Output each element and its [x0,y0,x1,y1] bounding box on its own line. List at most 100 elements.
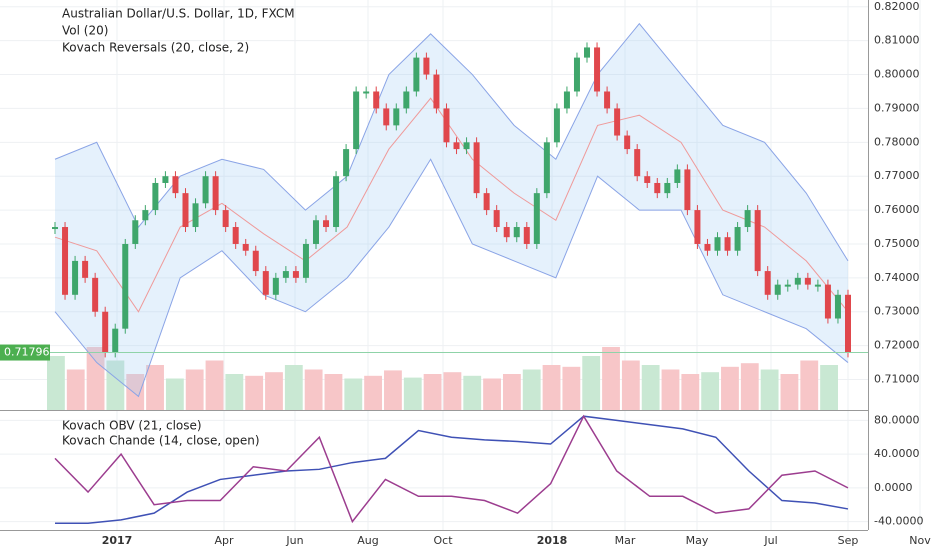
volume-bar [205,360,224,410]
y-tick-label: 0.77000 [874,169,920,182]
x-tick-label: May [686,534,709,547]
candle [543,142,550,194]
volume-bar [483,378,501,410]
candle [764,271,771,295]
y-tick-label: 0.71000 [874,373,920,386]
y-tick-label: 0.73000 [874,305,920,318]
y-tick-label: 0.80000 [874,68,920,81]
candle [373,91,380,109]
candle [212,176,219,211]
candle [824,284,831,319]
volume-bar [740,363,759,410]
y-tick-label: 0.74000 [874,271,920,284]
volume-bar [721,366,739,410]
candle [302,243,309,278]
candle [493,210,500,228]
candle [684,169,691,211]
candle [513,227,520,238]
volume-bar [443,372,462,410]
volume-bar [146,365,164,410]
candle [573,57,580,92]
volume-bar [463,375,482,410]
candle [453,142,460,150]
volume-bar [284,365,303,410]
candle [292,271,299,278]
x-tick-label: Apr [214,534,234,547]
candle [122,243,129,329]
candle [694,210,701,244]
candle [624,135,631,150]
candle [714,237,721,251]
volume-bar [185,369,204,410]
candle [794,277,801,285]
candle [182,193,189,228]
candle [82,260,89,278]
candle [343,149,350,177]
volume-bar [324,374,343,410]
indicator-line [55,415,849,525]
candle [72,260,79,295]
y-tick-label: 0.78000 [874,135,920,148]
price-tag-label: 0.71796 [4,346,50,359]
candle [102,311,109,353]
candle [614,108,621,136]
x-tick-label: Mar [615,534,636,547]
volume-bar [265,372,283,410]
chart-title: Australian Dollar/U.S. Dollar, 1D, FXCM [62,7,295,21]
candle [423,57,430,75]
candle [433,74,440,109]
candle [584,47,591,58]
y-tick-label: 0.82000 [874,0,920,13]
volume-bar [403,377,422,410]
candle [443,108,450,143]
candle [834,294,841,319]
volume-bar [621,360,640,410]
volume-bar [66,369,85,410]
y-tick-label: 0.81000 [874,34,920,47]
volume-bar [701,372,720,410]
candle [845,294,851,353]
x-tick-label: Jun [285,534,303,547]
y-tick-label: 0.76000 [874,203,920,216]
price-tag [0,344,50,361]
x-tick-label: Jul [763,534,777,547]
candle [172,176,179,194]
candle [232,227,239,244]
lower-band [54,158,849,398]
candle [704,243,711,251]
x-tick-label: Nov [909,534,931,547]
candle [594,47,601,92]
volume-bar [384,370,402,410]
candle [724,237,731,251]
volume-bar [364,375,383,410]
volume-bar [820,365,838,410]
volume-bar [602,347,620,410]
x-tick-label: 2017 [102,534,133,547]
volume-bar [47,356,65,410]
candle [62,227,69,295]
volume-bar [126,374,145,410]
candle [272,277,279,295]
indicator-line [54,414,849,524]
candle [644,176,651,183]
volume-bar [225,374,244,410]
candle [664,182,671,194]
candle [413,57,420,92]
candle [604,91,611,109]
volume-bar [681,374,700,410]
candle [483,193,490,211]
candle [734,227,741,251]
volume-bar [86,347,105,410]
candle [463,142,470,150]
candle [363,91,370,94]
candle [92,277,99,312]
candle [353,91,360,150]
candle [152,182,159,211]
candle [503,227,510,238]
candle [393,108,400,126]
legend: Kovach OBV (21, close) [62,419,202,433]
candle [262,271,269,295]
y-tick-label: 0.75000 [874,237,920,250]
candle [383,108,390,126]
candle [533,193,540,244]
